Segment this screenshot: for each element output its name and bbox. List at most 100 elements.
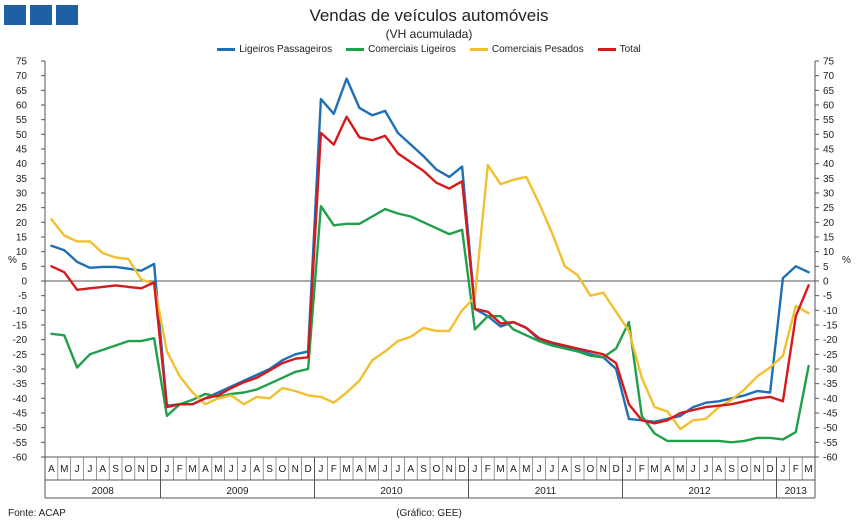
x-tick-label: D [150,464,157,475]
y-tick-label-right: 45 [823,145,835,156]
x-tick-label: D [458,464,465,475]
y-tick-label-right: -20 [823,335,838,346]
y-tick-label-right: 30 [823,189,835,200]
x-tick-label: M [676,464,684,475]
x-tick-label: J [318,464,323,475]
legend-label: Total [619,44,641,55]
y-tick-label-right: 5 [823,262,829,273]
y-tick-label-left: -15 [13,321,28,332]
y-tick-label-left: 10 [16,247,28,258]
x-tick-label: M [60,464,68,475]
x-tick-label: J [537,464,542,475]
logo-block-3 [56,5,78,25]
y-tick-label-left: 40 [16,159,28,170]
legend-swatch [346,48,365,51]
y-tick-label-left: -5 [18,291,27,302]
x-tick-label: O [279,464,287,475]
x-tick-label: N [292,464,299,475]
x-tick-label: N [754,464,761,475]
legend-label: Comerciais Pesados [491,44,584,55]
y-tick-label-left: 45 [16,145,28,156]
x-tick-label: D [612,464,619,475]
x-tick-label: J [87,464,92,475]
series-line-comerciais-pesados [50,163,810,431]
x-tick-label: M [522,464,530,475]
x-tick-label: M [368,464,376,475]
y-tick-label-right: -50 [823,423,838,434]
y-tick-label-right: 15 [823,233,835,244]
x-tick-label: A [253,464,260,475]
y-tick-label-right: -10 [823,306,838,317]
y-tick-label-right: -15 [823,321,838,332]
y-tick-label-left: 20 [16,218,28,229]
x-tick-label: S [420,464,427,475]
x-tick-label: A [202,464,209,475]
y-tick-label-left: -20 [13,335,28,346]
chart-subtitle: (VH acumulada) [385,27,473,41]
y-tick-label-left: 30 [16,189,28,200]
x-tick-label: F [331,464,337,475]
y-tick-label-left: 75 [16,57,28,68]
y-tick-label-right: -40 [823,394,838,405]
x-tick-label: M [496,464,504,475]
x-tick-label: J [549,464,554,475]
legend-item-ligeiros-passageiros: Ligeiros Passageiros [217,44,332,55]
logo-block-2 [30,5,52,25]
x-tick-label: J [395,464,400,475]
x-tick-label: S [266,464,273,475]
y-tick-label-left: 5 [21,262,27,273]
y-tick-label-right: 70 [823,71,835,82]
legend-swatch [217,48,236,51]
y-tick-label-left: -40 [13,394,28,405]
x-tick-label: F [793,464,799,475]
x-tick-label: J [703,464,708,475]
y-tick-label-left: -45 [13,409,28,420]
year-label: 2013 [785,486,808,497]
x-tick-label: D [766,464,773,475]
year-label: 2009 [226,486,249,497]
y-tick-label-left: 60 [16,101,28,112]
legend-swatch [597,48,616,51]
x-tick-label: D [304,464,311,475]
x-tick-label: N [600,464,607,475]
x-tick-label: S [574,464,581,475]
y-tick-label-right: -30 [823,365,838,376]
y-tick-label-left: -55 [13,438,28,449]
x-tick-label: A [715,464,722,475]
y-tick-label-left: 0 [21,277,27,288]
y-tick-label-left: 35 [16,174,28,185]
x-tick-label: J [691,464,696,475]
x-tick-label: J [472,464,477,475]
y-tick-label-left: 70 [16,71,28,82]
y-tick-label-right: 65 [823,86,835,97]
x-tick-label: M [214,464,222,475]
y-tick-label-left: -50 [13,423,28,434]
y-tick-label-right: 60 [823,101,835,112]
legend-swatch [469,48,488,51]
x-tick-label: A [99,464,106,475]
source-note: Fonte: ACAP [8,508,66,519]
chart-title: Vendas de veículos automóveis [309,6,549,25]
legend-item-total: Total [597,44,641,55]
y-tick-label-left: 50 [16,130,28,141]
x-tick-label: M [804,464,812,475]
y-tick-label-right: -5 [823,291,832,302]
legend-item-comerciais-pesados: Comerciais Pesados [469,44,584,55]
x-tick-label: M [342,464,350,475]
y-tick-label-right: 35 [823,174,835,185]
y-tick-label-right: 75 [823,57,835,68]
x-tick-label: N [138,464,145,475]
x-tick-label: O [125,464,133,475]
year-label: 2012 [688,486,711,497]
y-tick-label-left: -10 [13,306,28,317]
y-tick-label-left: -60 [13,453,28,464]
x-tick-label: O [741,464,749,475]
x-tick-label: A [561,464,568,475]
chart-legend: Ligeiros Passageiros Comerciais Ligeiros… [0,44,858,55]
y-tick-label-right: 10 [823,247,835,258]
x-tick-label: A [356,464,363,475]
y-tick-label-left: 25 [16,203,28,214]
year-label: 2008 [92,486,115,497]
x-tick-label: F [639,464,645,475]
